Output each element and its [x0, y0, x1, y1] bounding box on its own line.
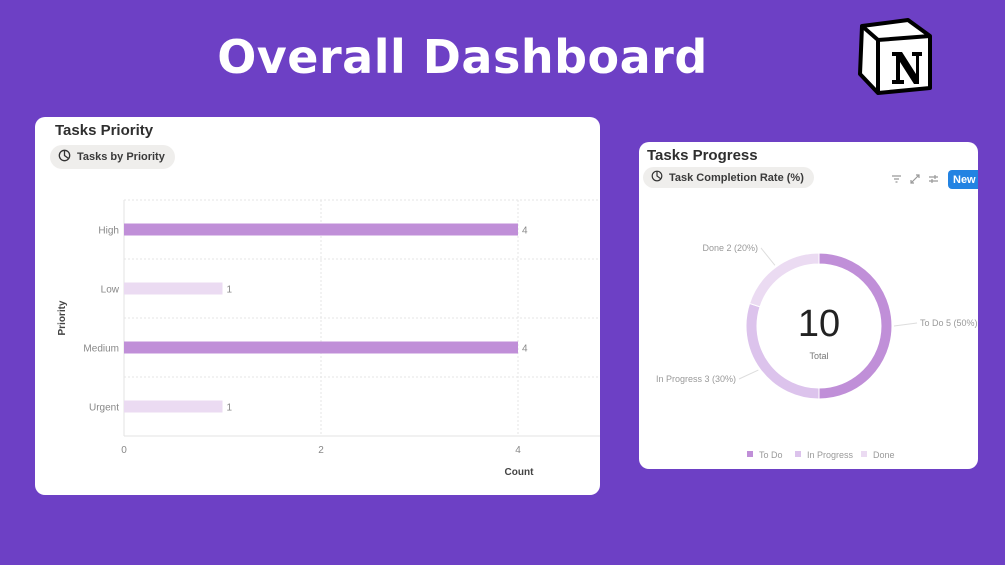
bar-value-label: 4 — [522, 344, 528, 355]
legend-swatch — [795, 451, 801, 457]
bar — [124, 223, 518, 236]
expand-icon[interactable] — [910, 173, 920, 187]
y-tick-label: Medium — [83, 344, 119, 355]
legend-swatch — [747, 451, 753, 457]
leader-line — [893, 322, 918, 327]
bar — [124, 341, 518, 354]
settings-sliders-icon[interactable] — [928, 173, 939, 187]
x-axis-title: Count — [505, 467, 535, 478]
legend-label: To Do — [759, 450, 783, 460]
chart-icon — [651, 170, 663, 185]
bar-value-label: 1 — [227, 403, 233, 414]
card-title: Tasks Progress — [647, 147, 758, 164]
slice-label: To Do 5 (50%) — [920, 318, 978, 328]
x-tick-label: 0 — [121, 445, 127, 456]
y-tick-label: Low — [101, 285, 120, 296]
slice-label: In Progress 3 (30%) — [656, 374, 736, 384]
view-tab-label: Tasks by Priority — [77, 151, 165, 163]
y-tick-label: Urgent — [89, 403, 119, 414]
filter-icon[interactable] — [891, 173, 902, 187]
view-tab-label: Task Completion Rate (%) — [669, 171, 804, 184]
slice-label: Done 2 (20%) — [702, 243, 758, 253]
legend-swatch — [861, 451, 867, 457]
bar — [124, 282, 223, 295]
new-button[interactable]: New — [948, 170, 978, 189]
y-tick-label: High — [98, 226, 119, 237]
view-tab-tasks-by-priority[interactable]: Tasks by Priority — [50, 145, 175, 169]
bar — [124, 400, 223, 413]
x-tick-label: 4 — [515, 445, 521, 456]
leader-line — [738, 369, 759, 380]
page-title: Overall Dashboard — [217, 30, 708, 84]
priority-bar-chart: 0 2 4 High 4 Low 1 Medium 4 Urgent 1 Count Priority — [57, 199, 600, 478]
leader-line — [760, 247, 776, 266]
tasks-priority-card: Tasks Priority Tasks by Priority 0 2 4 High… — [35, 117, 600, 495]
chart-icon — [58, 149, 71, 165]
donut-slice — [748, 252, 820, 308]
legend-label: In Progress — [807, 450, 854, 460]
notion-logo — [856, 16, 934, 96]
center-label: Total — [809, 351, 828, 361]
view-tab-task-completion-rate[interactable]: Task Completion Rate (%) — [643, 167, 814, 188]
legend-label: Done — [873, 450, 895, 460]
bar-value-label: 4 — [522, 226, 528, 237]
y-axis-title: Priority — [57, 300, 68, 335]
progress-donut-chart: To Do 5 (50%) In Progress 3 (30%) Done 2 (… — [656, 243, 978, 460]
tasks-progress-card: Tasks Progress Task Completion Rate (%) … — [639, 142, 978, 469]
center-value: 10 — [798, 303, 840, 345]
bar-value-label: 1 — [227, 285, 233, 296]
card-title: Tasks Priority — [55, 122, 154, 139]
x-tick-label: 2 — [318, 445, 324, 456]
